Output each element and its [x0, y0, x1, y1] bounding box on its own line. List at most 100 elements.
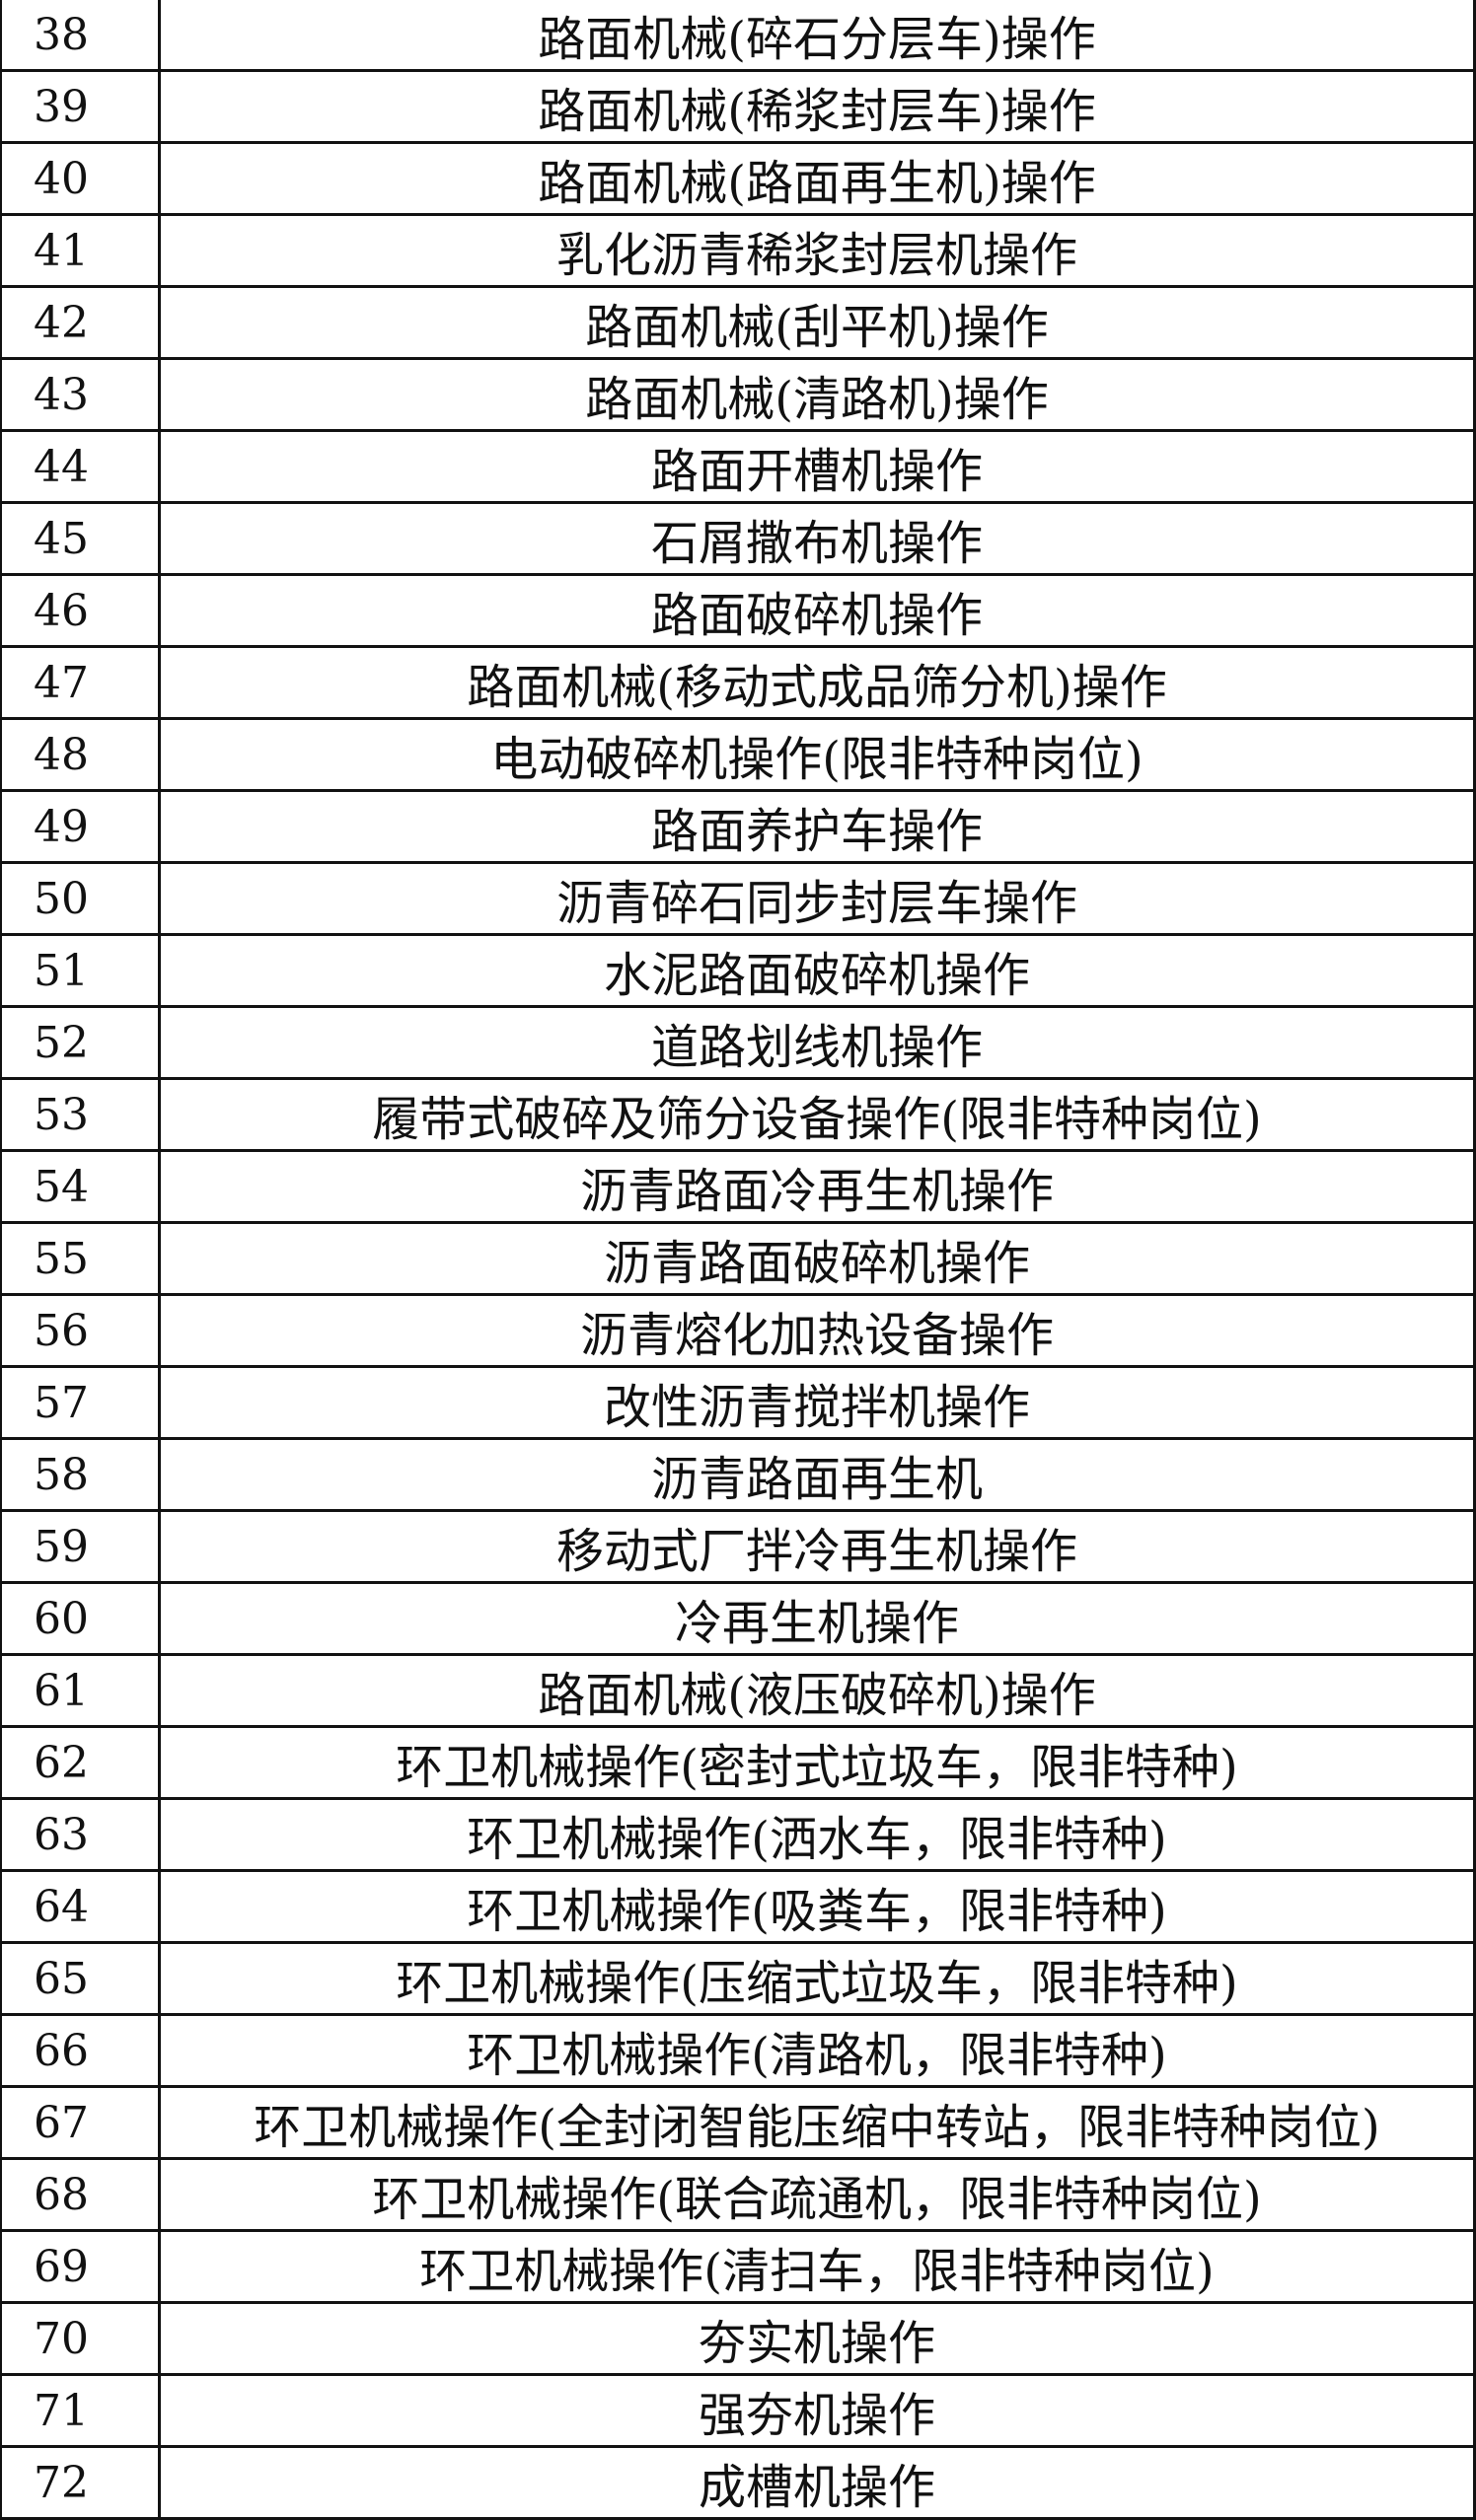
table-row: 52 道路划线机操作	[0, 1005, 1476, 1080]
table-row: 65 环卫机械操作(压缩式垃圾车，限非特种)	[0, 1941, 1476, 2016]
table-row: 68 环卫机械操作(联合疏通机，限非特种岗位)	[0, 2157, 1476, 2232]
row-number: 61	[0, 1653, 161, 1728]
table-row: 40 路面机械(路面再生机)操作	[0, 141, 1476, 216]
row-number: 59	[0, 1509, 161, 1584]
row-number: 71	[0, 2373, 161, 2448]
table-row: 66 环卫机械操作(清路机，限非特种)	[0, 2013, 1476, 2088]
table-row: 67 环卫机械操作(全封闭智能压缩中转站，限非特种岗位)	[0, 2085, 1476, 2160]
row-number: 69	[0, 2229, 161, 2304]
table-row: 51 水泥路面破碎机操作	[0, 933, 1476, 1008]
row-number: 52	[0, 1005, 161, 1080]
row-number: 62	[0, 1725, 161, 1800]
row-number: 45	[0, 501, 161, 576]
table-row: 69 环卫机械操作(清扫车，限非特种岗位)	[0, 2229, 1476, 2304]
job-name: 路面机械(路面再生机)操作	[158, 141, 1476, 216]
job-name: 路面机械(稀浆封层车)操作	[158, 69, 1476, 144]
table-row: 63 环卫机械操作(洒水车，限非特种)	[0, 1797, 1476, 1872]
job-name: 环卫机械操作(压缩式垃圾车，限非特种)	[158, 1941, 1476, 2016]
table-row: 54 沥青路面冷再生机操作	[0, 1149, 1476, 1224]
row-number: 43	[0, 357, 161, 432]
table-row: 43 路面机械(清路机)操作	[0, 357, 1476, 432]
table-row: 50 沥青碎石同步封层车操作	[0, 861, 1476, 936]
job-name: 环卫机械操作(洒水车，限非特种)	[158, 1797, 1476, 1872]
job-name: 沥青路面破碎机操作	[158, 1221, 1476, 1296]
row-number: 72	[0, 2445, 161, 2520]
table-row: 56 沥青熔化加热设备操作	[0, 1293, 1476, 1368]
table-row: 53 履带式破碎及筛分设备操作(限非特种岗位)	[0, 1077, 1476, 1152]
job-name: 环卫机械操作(清路机，限非特种)	[158, 2013, 1476, 2088]
job-name: 环卫机械操作(吸粪车，限非特种)	[158, 1869, 1476, 1944]
job-name: 环卫机械操作(密封式垃圾车，限非特种)	[158, 1725, 1476, 1800]
row-number: 38	[0, 0, 161, 72]
row-number: 51	[0, 933, 161, 1008]
job-name: 移动式厂拌冷再生机操作	[158, 1509, 1476, 1584]
job-name: 沥青路面再生机	[158, 1437, 1476, 1512]
table-row: 64 环卫机械操作(吸粪车，限非特种)	[0, 1869, 1476, 1944]
job-name: 电动破碎机操作(限非特种岗位)	[158, 717, 1476, 792]
table-row: 49 路面养护车操作	[0, 789, 1476, 864]
job-name: 路面开槽机操作	[158, 429, 1476, 504]
job-name: 履带式破碎及筛分设备操作(限非特种岗位)	[158, 1077, 1476, 1152]
job-name: 道路划线机操作	[158, 1005, 1476, 1080]
row-number: 65	[0, 1941, 161, 2016]
job-name: 环卫机械操作(全封闭智能压缩中转站，限非特种岗位)	[158, 2085, 1476, 2160]
job-name: 夯实机操作	[158, 2301, 1476, 2376]
row-number: 54	[0, 1149, 161, 1224]
job-name: 乳化沥青稀浆封层机操作	[158, 213, 1476, 288]
table-row: 57 改性沥青搅拌机操作	[0, 1365, 1476, 1440]
row-number: 60	[0, 1581, 161, 1656]
row-number: 68	[0, 2157, 161, 2232]
row-number: 44	[0, 429, 161, 504]
table-row: 62 环卫机械操作(密封式垃圾车，限非特种)	[0, 1725, 1476, 1800]
row-number: 47	[0, 645, 161, 720]
job-name: 路面机械(碎石分层车)操作	[158, 0, 1476, 72]
table-row: 70 夯实机操作	[0, 2301, 1476, 2376]
row-number: 57	[0, 1365, 161, 1440]
row-number: 55	[0, 1221, 161, 1296]
row-number: 42	[0, 285, 161, 360]
job-name: 环卫机械操作(清扫车，限非特种岗位)	[158, 2229, 1476, 2304]
table-row: 60 冷再生机操作	[0, 1581, 1476, 1656]
table-row: 55 沥青路面破碎机操作	[0, 1221, 1476, 1296]
row-number: 46	[0, 573, 161, 648]
table-row: 72 成槽机操作	[0, 2445, 1476, 2520]
table-row: 42 路面机械(刮平机)操作	[0, 285, 1476, 360]
job-name: 改性沥青搅拌机操作	[158, 1365, 1476, 1440]
job-name: 路面机械(液压破碎机)操作	[158, 1653, 1476, 1728]
job-name: 沥青熔化加热设备操作	[158, 1293, 1476, 1368]
job-name: 路面养护车操作	[158, 789, 1476, 864]
job-name: 路面破碎机操作	[158, 573, 1476, 648]
table-row: 48 电动破碎机操作(限非特种岗位)	[0, 717, 1476, 792]
job-name: 水泥路面破碎机操作	[158, 933, 1476, 1008]
job-name: 路面机械(清路机)操作	[158, 357, 1476, 432]
table-row: 58 沥青路面再生机	[0, 1437, 1476, 1512]
table-row: 59 移动式厂拌冷再生机操作	[0, 1509, 1476, 1584]
row-number: 66	[0, 2013, 161, 2088]
table-row: 61 路面机械(液压破碎机)操作	[0, 1653, 1476, 1728]
row-number: 39	[0, 69, 161, 144]
row-number: 67	[0, 2085, 161, 2160]
job-name: 沥青路面冷再生机操作	[158, 1149, 1476, 1224]
job-name: 成槽机操作	[158, 2445, 1476, 2520]
row-number: 53	[0, 1077, 161, 1152]
job-name: 路面机械(移动式成品筛分机)操作	[158, 645, 1476, 720]
row-number: 58	[0, 1437, 161, 1512]
table-row: 44 路面开槽机操作	[0, 429, 1476, 504]
job-name: 沥青碎石同步封层车操作	[158, 861, 1476, 936]
row-number: 48	[0, 717, 161, 792]
job-name: 路面机械(刮平机)操作	[158, 285, 1476, 360]
job-name: 环卫机械操作(联合疏通机，限非特种岗位)	[158, 2157, 1476, 2232]
job-name: 石屑撒布机操作	[158, 501, 1476, 576]
row-number: 49	[0, 789, 161, 864]
table-row: 46 路面破碎机操作	[0, 573, 1476, 648]
row-number: 41	[0, 213, 161, 288]
job-name: 冷再生机操作	[158, 1581, 1476, 1656]
row-number: 50	[0, 861, 161, 936]
row-number: 56	[0, 1293, 161, 1368]
row-number: 40	[0, 141, 161, 216]
row-number: 70	[0, 2301, 161, 2376]
table-row: 38 路面机械(碎石分层车)操作	[0, 0, 1476, 72]
table-row: 39 路面机械(稀浆封层车)操作	[0, 69, 1476, 144]
job-name: 强夯机操作	[158, 2373, 1476, 2448]
